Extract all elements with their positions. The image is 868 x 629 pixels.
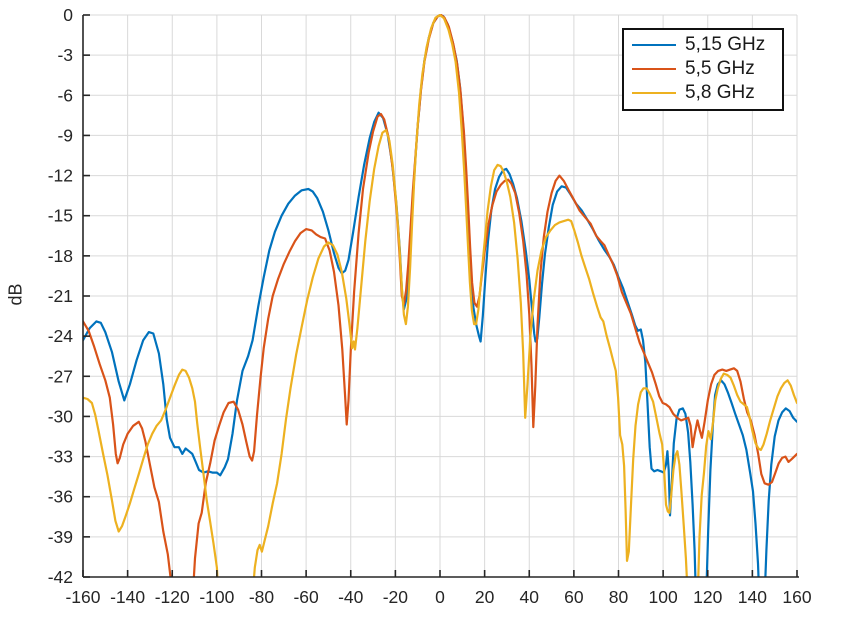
y-tick-label: -27 (48, 366, 73, 386)
y-tick-label: 0 (63, 5, 73, 25)
y-tick-label: -24 (48, 326, 74, 346)
y-tick-label: -3 (57, 45, 73, 65)
x-tick-label: 160 (782, 587, 811, 607)
y-axis-label: dB (5, 283, 26, 306)
y-tick-label: -18 (48, 246, 73, 266)
legend-item-5-15ghz: 5,15 GHz (632, 33, 782, 57)
series-line-0 (83, 14, 797, 577)
x-tick-label: 60 (564, 587, 584, 607)
legend-line-sample-blue (632, 44, 676, 46)
series-line-1 (83, 14, 797, 577)
x-tick-label: 0 (435, 587, 445, 607)
legend-label: 5,15 GHz (685, 34, 766, 55)
x-tick-label: -140 (110, 587, 145, 607)
legend: 5,15 GHz 5,5 GHz 5,8 GHz (622, 28, 784, 111)
y-tick-label: -30 (48, 406, 74, 426)
y-tick-label: -39 (48, 527, 73, 547)
y-tick-label: -36 (48, 487, 73, 507)
y-tick-label: -12 (48, 166, 73, 186)
y-tick-label: -6 (57, 85, 73, 105)
x-tick-label: 80 (609, 587, 629, 607)
x-tick-labels: -160 -140 -120 -100 -80 -60 -40 -20 0 20 40 60 80 100… (65, 587, 811, 607)
x-tick-label: -160 (65, 587, 100, 607)
x-tick-label: -60 (293, 587, 319, 607)
x-tick-label: 100 (649, 587, 678, 607)
x-tick-label: 40 (520, 587, 540, 607)
y-tick-label: -21 (48, 286, 73, 306)
x-tick-label: -20 (383, 587, 409, 607)
y-tick-label: -15 (48, 206, 73, 226)
legend-line-sample-yellow (632, 92, 676, 94)
x-tick-label: -100 (199, 587, 234, 607)
y-tick-label: -9 (57, 125, 73, 145)
x-tick-label: -120 (155, 587, 190, 607)
legend-line-sample-orange (632, 68, 676, 70)
x-tick-label: 120 (693, 587, 722, 607)
series-lines (83, 14, 797, 577)
legend-item-5-8ghz: 5,8 GHz (632, 81, 782, 105)
legend-item-5-5ghz: 5,5 GHz (632, 57, 782, 81)
x-tick-label: 20 (475, 587, 495, 607)
axes (82, 14, 799, 578)
series-line-2 (83, 14, 797, 577)
x-tick-label: -40 (338, 587, 364, 607)
y-tick-labels: 0 -3 -6 -9 -12 -15 -18 -21 -24 -27 -30 -33 -36 -39 -42 (48, 5, 74, 587)
x-tick-label: -80 (249, 587, 275, 607)
x-tick-label: 140 (738, 587, 767, 607)
legend-label: 5,5 GHz (685, 58, 755, 79)
y-tick-label: -33 (48, 447, 73, 467)
legend-label: 5,8 GHz (685, 82, 755, 103)
y-tick-label: -42 (48, 567, 73, 587)
